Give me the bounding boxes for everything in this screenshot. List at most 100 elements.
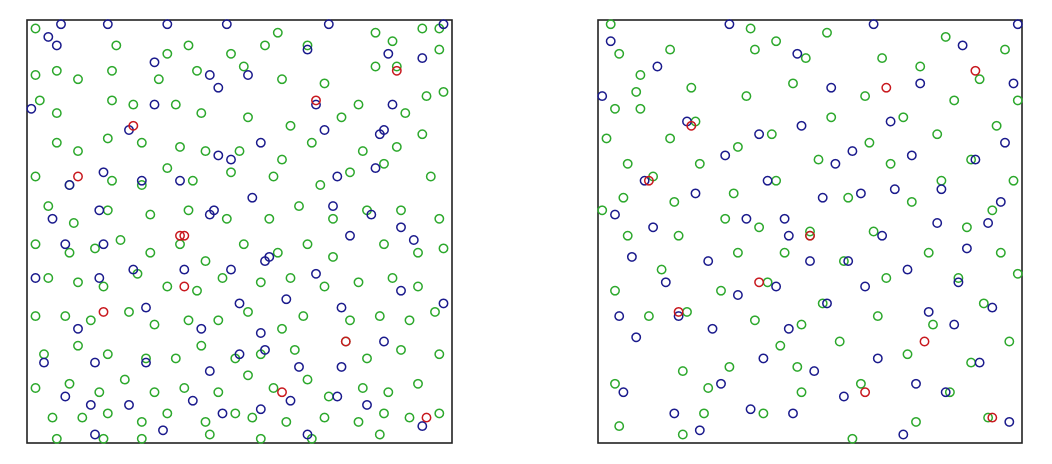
left-red-point-4 [175, 230, 185, 241]
left-green-point-73 [30, 239, 41, 250]
right-blue-point-22 [741, 213, 752, 224]
left-scatter-panel [26, 19, 453, 444]
right-green-point-68 [881, 273, 892, 283]
right-red-point-5 [754, 277, 765, 288]
left-red-point-8 [340, 336, 351, 347]
right-green-point-81 [949, 95, 960, 106]
left-green-point-94 [255, 277, 266, 288]
left-blue-point-80 [158, 425, 168, 436]
left-green-point-43 [234, 146, 245, 157]
right-blue-point-3 [614, 311, 625, 322]
left-blue-point-14 [26, 103, 37, 114]
left-blue-point-67 [260, 344, 270, 355]
left-green-point-133 [213, 387, 224, 398]
right-green-point-45 [775, 340, 786, 351]
left-green-point-34 [400, 108, 411, 119]
right-blue-point-12 [673, 311, 684, 322]
left-blue-point-54 [438, 298, 449, 309]
left-green-point-81 [272, 247, 283, 258]
right-green-point-60 [843, 192, 854, 203]
left-green-point-19 [277, 74, 287, 85]
left-green-point-128 [64, 378, 75, 389]
left-green-point-13 [51, 65, 62, 76]
right-blue-point-46 [872, 353, 883, 364]
right-green-point-84 [966, 154, 977, 165]
left-green-point-117 [141, 353, 151, 364]
left-green-point-141 [47, 412, 58, 423]
left-blue-point-64 [141, 357, 151, 368]
left-blue-point-72 [124, 399, 134, 410]
left-blue-point-21 [255, 137, 266, 148]
right-green-point-39 [754, 222, 765, 233]
left-red-point-2 [128, 120, 139, 131]
left-blue-point-58 [234, 298, 245, 309]
left-green-point-67 [264, 213, 275, 224]
left-green-point-27 [128, 99, 139, 110]
right-green-point-31 [724, 361, 735, 372]
right-green-point-16 [656, 264, 667, 275]
right-blue-point-40 [838, 391, 849, 402]
left-blue-point-41 [98, 239, 109, 250]
left-green-point-15 [107, 65, 117, 76]
right-green-point-24 [686, 82, 697, 93]
right-green-point-64 [864, 137, 875, 148]
left-blue-point-44 [345, 230, 355, 241]
right-blue-point-37 [822, 298, 832, 309]
left-green-point-150 [319, 412, 330, 423]
left-green-point-7 [302, 40, 313, 51]
right-blue-point-31 [788, 408, 798, 419]
left-blue-point-52 [311, 268, 321, 279]
left-green-point-136 [302, 374, 313, 385]
left-green-point-25 [51, 108, 62, 119]
right-blue-point-63 [970, 154, 981, 165]
left-green-point-3 [183, 40, 194, 51]
right-green-point-7 [614, 421, 625, 432]
right-blue-point-19 [720, 150, 731, 161]
left-green-point-30 [243, 112, 253, 123]
right-green-point-69 [885, 158, 896, 169]
left-green-point-76 [115, 235, 126, 245]
left-blue-point-16 [213, 82, 224, 93]
left-green-point-106 [213, 315, 224, 326]
left-blue-point-12 [383, 48, 394, 59]
right-green-point-63 [860, 91, 871, 102]
right-blue-point-26 [762, 175, 773, 186]
right-green-point-29 [716, 285, 726, 296]
left-green-point-96 [319, 281, 330, 292]
left-blue-point-24 [374, 129, 385, 140]
left-blue-point-17 [311, 99, 321, 110]
right-green-point-90 [991, 120, 1002, 131]
left-green-point-58 [345, 167, 355, 178]
left-green-point-68 [294, 201, 304, 212]
right-green-point-3 [610, 103, 620, 114]
right-blue-point-11 [669, 408, 680, 419]
left-green-point-5 [260, 40, 270, 51]
left-green-point-126 [434, 349, 445, 360]
left-green-point-75 [90, 243, 100, 254]
left-green-point-98 [387, 273, 398, 283]
right-green-point-32 [728, 188, 739, 199]
right-green-point-14 [643, 311, 654, 322]
right-green-point-95 [1012, 95, 1023, 106]
right-green-point-79 [940, 31, 951, 42]
right-blue-point-50 [898, 429, 909, 440]
right-blue-point-36 [817, 192, 828, 203]
right-blue-point-58 [940, 387, 951, 398]
right-green-point-12 [635, 103, 646, 114]
left-green-point-24 [34, 95, 45, 106]
right-blue-point-1 [605, 36, 616, 47]
left-green-point-93 [217, 273, 228, 283]
left-green-point-54 [187, 175, 198, 186]
right-blue-point-10 [660, 277, 671, 288]
right-green-point-86 [974, 74, 985, 85]
left-blue-point-30 [332, 171, 343, 182]
left-green-point-38 [73, 146, 83, 157]
left-blue-point-47 [94, 273, 105, 283]
left-blue-point-78 [362, 399, 372, 410]
left-green-point-147 [230, 408, 241, 419]
left-green-point-157 [136, 433, 147, 444]
right-green-point-46 [779, 247, 790, 258]
right-green-point-94 [1008, 175, 1019, 186]
left-green-point-135 [268, 383, 279, 393]
